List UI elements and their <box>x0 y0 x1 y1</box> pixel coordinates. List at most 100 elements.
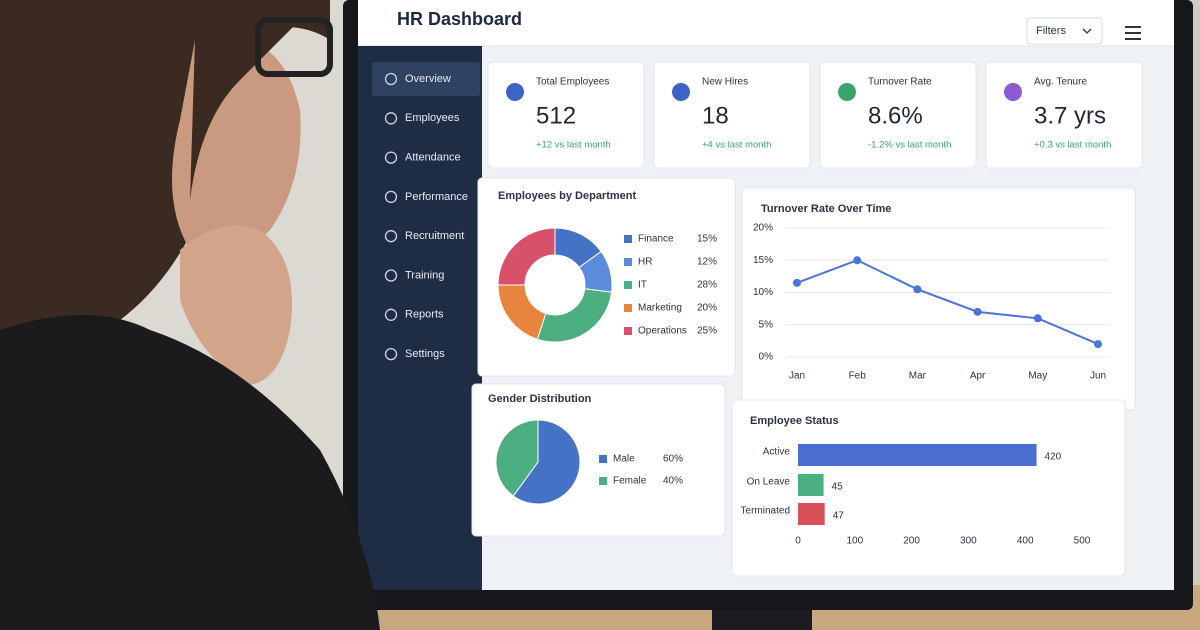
x-tick-label: Jun <box>1090 371 1106 382</box>
sidebar <box>358 46 482 590</box>
kpi-value: 18 <box>702 102 729 129</box>
x-tick-label: May <box>1028 371 1047 382</box>
hair-front <box>190 17 300 200</box>
value-label: 28% <box>697 280 717 291</box>
kpi-card <box>487 61 645 169</box>
x-tick-label: 200 <box>903 536 920 547</box>
hair <box>0 0 330 330</box>
kpi-value: 8.6% <box>868 102 923 129</box>
legend-label: Male <box>613 454 635 465</box>
kpi-value: 3.7 yrs <box>1034 102 1106 129</box>
kpi-icon <box>1004 83 1022 101</box>
y-tick-label: 0% <box>759 352 774 363</box>
x-tick-label: Apr <box>970 371 986 382</box>
value-label: 15% <box>697 234 717 245</box>
nav-item[interactable]: Recruitment <box>405 230 464 242</box>
nav-icon[interactable] <box>384 308 398 321</box>
kpi-card <box>985 61 1143 169</box>
sidebar-active <box>372 62 480 96</box>
nav-item[interactable]: Overview <box>405 73 451 85</box>
charts: Employees by Department Finance 15% HR 12% IT… <box>488 190 1110 547</box>
legend-label: HR <box>638 257 652 268</box>
kpi-card <box>653 61 811 169</box>
bar-category: On Leave <box>747 477 791 488</box>
legend-swatch <box>624 258 632 266</box>
value-label: 12% <box>697 257 717 268</box>
value-label: 40% <box>663 476 683 487</box>
bar <box>798 503 825 525</box>
bar-category: Terminated <box>741 506 790 517</box>
kpi-delta: +12 vs last month <box>536 140 611 151</box>
legend-swatch <box>599 477 607 485</box>
kpi-icon <box>838 83 856 101</box>
chart-title: Turnover Rate Over Time <box>761 203 891 215</box>
value-label: 25% <box>697 326 717 337</box>
kpi-delta: +4 vs last month <box>702 140 771 151</box>
nav-icon[interactable] <box>384 72 398 86</box>
x-tick-label: 300 <box>960 536 977 547</box>
kpi-delta: -1.2% vs last month <box>868 140 951 151</box>
value-label: 45 <box>832 482 844 493</box>
bar <box>798 444 1037 466</box>
x-tick-label: 400 <box>1017 536 1034 547</box>
person <box>0 0 380 630</box>
x-tick-label: Mar <box>909 371 927 382</box>
nav-item[interactable]: Reports <box>405 309 444 321</box>
nav-item[interactable]: Employees <box>405 112 460 124</box>
kpi-label: Avg. Tenure <box>1034 77 1087 88</box>
value-label: 60% <box>663 454 683 465</box>
chart-title: Employee Status <box>750 415 839 427</box>
bar-category: Active <box>763 447 791 458</box>
hand <box>180 225 292 385</box>
x-tick-label: Feb <box>849 371 867 382</box>
slice <box>497 227 556 286</box>
kpi-icon <box>506 83 524 101</box>
slice <box>512 419 581 505</box>
y-tick-label: 10% <box>753 287 773 298</box>
x-tick-label: 500 <box>1074 536 1091 547</box>
point <box>853 256 862 265</box>
legend-swatch <box>624 235 632 243</box>
jacket <box>0 315 380 630</box>
nav-icon[interactable] <box>384 151 398 164</box>
nav-item[interactable]: Attendance <box>405 152 461 164</box>
legend-label: Female <box>613 476 647 487</box>
legend-swatch <box>599 455 607 463</box>
value-label: 420 <box>1045 452 1062 463</box>
point <box>1094 340 1102 349</box>
legend-swatch <box>624 304 632 312</box>
filter-button[interactable] <box>1026 17 1103 45</box>
kpi-card <box>819 61 977 169</box>
nav-item[interactable]: Training <box>405 269 444 281</box>
y-tick-label: 15% <box>753 255 773 266</box>
legend-label: Finance <box>638 234 674 245</box>
point <box>973 307 982 316</box>
line <box>796 259 1099 346</box>
legend-swatch <box>624 327 632 335</box>
x-tick-label: 100 <box>846 536 863 547</box>
kpi-icon <box>672 83 690 101</box>
kpi-label: Turnover Rate <box>868 77 932 88</box>
kpi-cards: Total Employees 512 +12 vs last month New H… <box>487 61 1143 169</box>
nav-icon[interactable] <box>384 269 398 282</box>
menu-icon[interactable] <box>1125 26 1141 40</box>
value-label: 47 <box>833 511 845 522</box>
point <box>793 278 801 287</box>
legend-label: Marketing <box>638 303 682 314</box>
nav-icon[interactable] <box>384 230 398 243</box>
dashboard-title: HR Dashboard <box>397 9 522 29</box>
bar <box>798 474 824 496</box>
nav-item[interactable]: Settings <box>405 348 445 360</box>
nav-icon[interactable] <box>384 190 398 204</box>
x-tick-label: Jan <box>789 371 805 382</box>
nav-icon[interactable] <box>384 347 398 361</box>
filter-label[interactable]: Filters <box>1036 25 1066 37</box>
nav-item[interactable]: Performance <box>405 191 468 203</box>
slice <box>495 419 539 497</box>
kpi-label: New Hires <box>702 77 748 88</box>
value-label: 20% <box>697 303 717 314</box>
nav-icon[interactable] <box>384 112 398 125</box>
chart-title: Employees by Department <box>498 190 636 202</box>
kpi-delta: +0.3 vs last month <box>1034 140 1111 151</box>
